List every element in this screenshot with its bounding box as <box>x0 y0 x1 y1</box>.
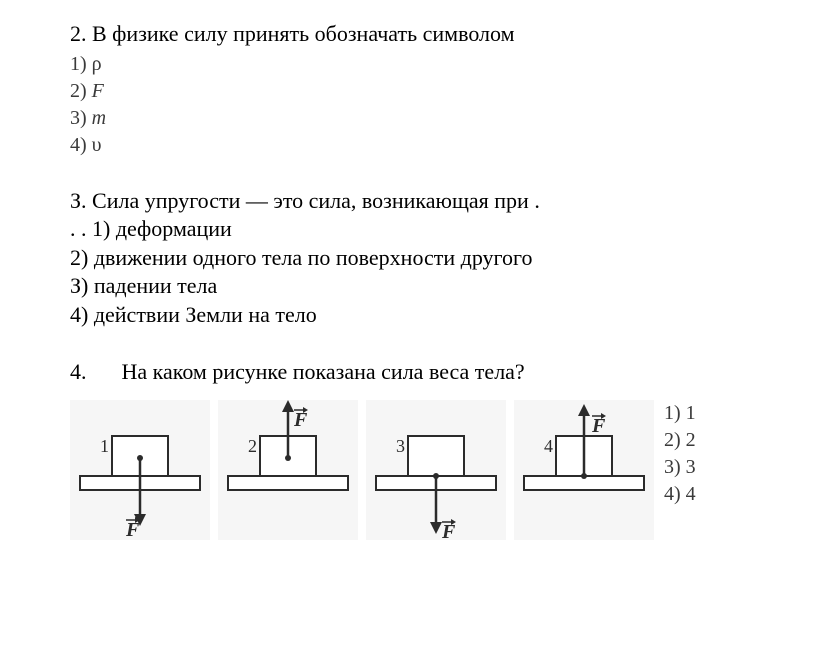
svg-text:1: 1 <box>100 436 109 456</box>
svg-text:4: 4 <box>544 436 553 456</box>
q2-opt2: 2) F <box>70 78 746 105</box>
q3-line2: . . 1) деформации <box>70 215 746 244</box>
q4-options: 1) 1 2) 2 3) 3 4) 4 <box>658 400 696 508</box>
q3-body: З. Сила упругости — это сила, возникающа… <box>70 187 746 330</box>
question-2: 2. В физике силу принять обозначать симв… <box>70 20 746 159</box>
figure-2: 2 F <box>218 400 358 540</box>
q3-line3: 2) движении одного тела по поверхности д… <box>70 244 746 273</box>
svg-text:F: F <box>591 415 606 437</box>
q3-line4: З) падении тела <box>70 272 746 301</box>
q4-text-row: 4. На каком рисунке показана сила веса т… <box>70 358 746 387</box>
figure-1: 1 F <box>70 400 210 540</box>
q2-opt4: 4) υ <box>70 132 746 159</box>
q4-figure-row: 1 F 2 <box>70 400 746 540</box>
q2-text: 2. В физике силу принять обозначать симв… <box>70 20 746 49</box>
q3-line5: 4) действии Земли на тело <box>70 301 746 330</box>
q4-num: 4. <box>70 358 94 387</box>
q4-opt4: 4) 4 <box>664 481 696 508</box>
q3-line1: З. Сила упругости — это сила, возникающа… <box>70 187 746 216</box>
svg-text:F: F <box>125 519 140 540</box>
q2-opt1: 1) ρ <box>70 51 746 78</box>
q4-figures: 1 F 2 <box>70 400 654 540</box>
q2-options: 1) ρ 2) F 3) m 4) υ <box>70 51 746 159</box>
question-4: 4. На каком рисунке показана сила веса т… <box>70 358 746 541</box>
question-3: З. Сила упругости — это сила, возникающа… <box>70 187 746 330</box>
q2-opt3: 3) m <box>70 105 746 132</box>
svg-text:3: 3 <box>396 436 405 456</box>
figure-3: 3 F <box>366 400 506 540</box>
q4-opt3: 3) 3 <box>664 454 696 481</box>
figure-4: 4 F <box>514 400 654 540</box>
svg-text:F: F <box>441 521 456 540</box>
svg-text:2: 2 <box>248 436 257 456</box>
q4-opt1: 1) 1 <box>664 400 696 427</box>
svg-text:F: F <box>293 409 308 431</box>
q4-text: На каком рисунке показана сила веса тела… <box>122 359 525 384</box>
q4-opt2: 2) 2 <box>664 427 696 454</box>
